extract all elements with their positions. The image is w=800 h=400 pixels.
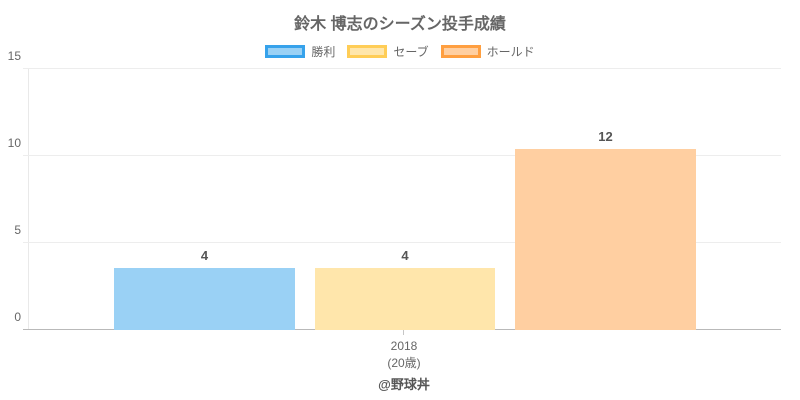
legend-label-wins: 勝利: [311, 45, 336, 59]
legend-item-holds[interactable]: ホールド: [440, 43, 535, 60]
bar-wins[interactable]: [114, 268, 295, 330]
bar-value-label-wins: 4: [200, 248, 209, 264]
gridline-10: [23, 155, 781, 156]
watermark: @野球丼: [378, 377, 430, 392]
gridline-15: [23, 68, 781, 69]
y-axis-tick-label-5: 5: [14, 222, 21, 237]
y-axis-tick-label-10: 10: [7, 135, 21, 150]
legend-item-saves[interactable]: セーブ: [347, 43, 429, 60]
plot-area: 4 4 12: [23, 68, 781, 330]
x-axis-labels: 2018 (20歳): [28, 338, 780, 372]
chart-title: 鈴木 博志のシーズン投手成績: [294, 16, 506, 33]
legend-swatch-saves: [347, 45, 388, 58]
x-axis-tick-mark: [403, 330, 404, 335]
legend-item-wins[interactable]: 勝利: [265, 43, 335, 60]
x-tick-label-age: (20歳): [387, 356, 421, 370]
y-axis-tick-label-0: 0: [14, 309, 21, 324]
bar-value-label-holds: 12: [598, 129, 613, 145]
legend-label-saves: セーブ: [393, 45, 429, 59]
legend-swatch-wins: [265, 45, 306, 58]
y-axis-tick-label-15: 15: [7, 48, 21, 63]
x-tick-label-year: 2018: [390, 339, 418, 353]
gridline-5: [23, 242, 781, 243]
bar-holds[interactable]: [515, 149, 696, 330]
bar-saves[interactable]: [314, 268, 496, 330]
y-axis: 0 5 10 15: [0, 49, 21, 330]
legend: 勝利 セーブ ホールド: [0, 43, 800, 60]
bar-value-label-saves: 4: [401, 248, 409, 264]
legend-swatch-holds: [440, 45, 481, 58]
legend-label-holds: ホールド: [486, 45, 535, 59]
